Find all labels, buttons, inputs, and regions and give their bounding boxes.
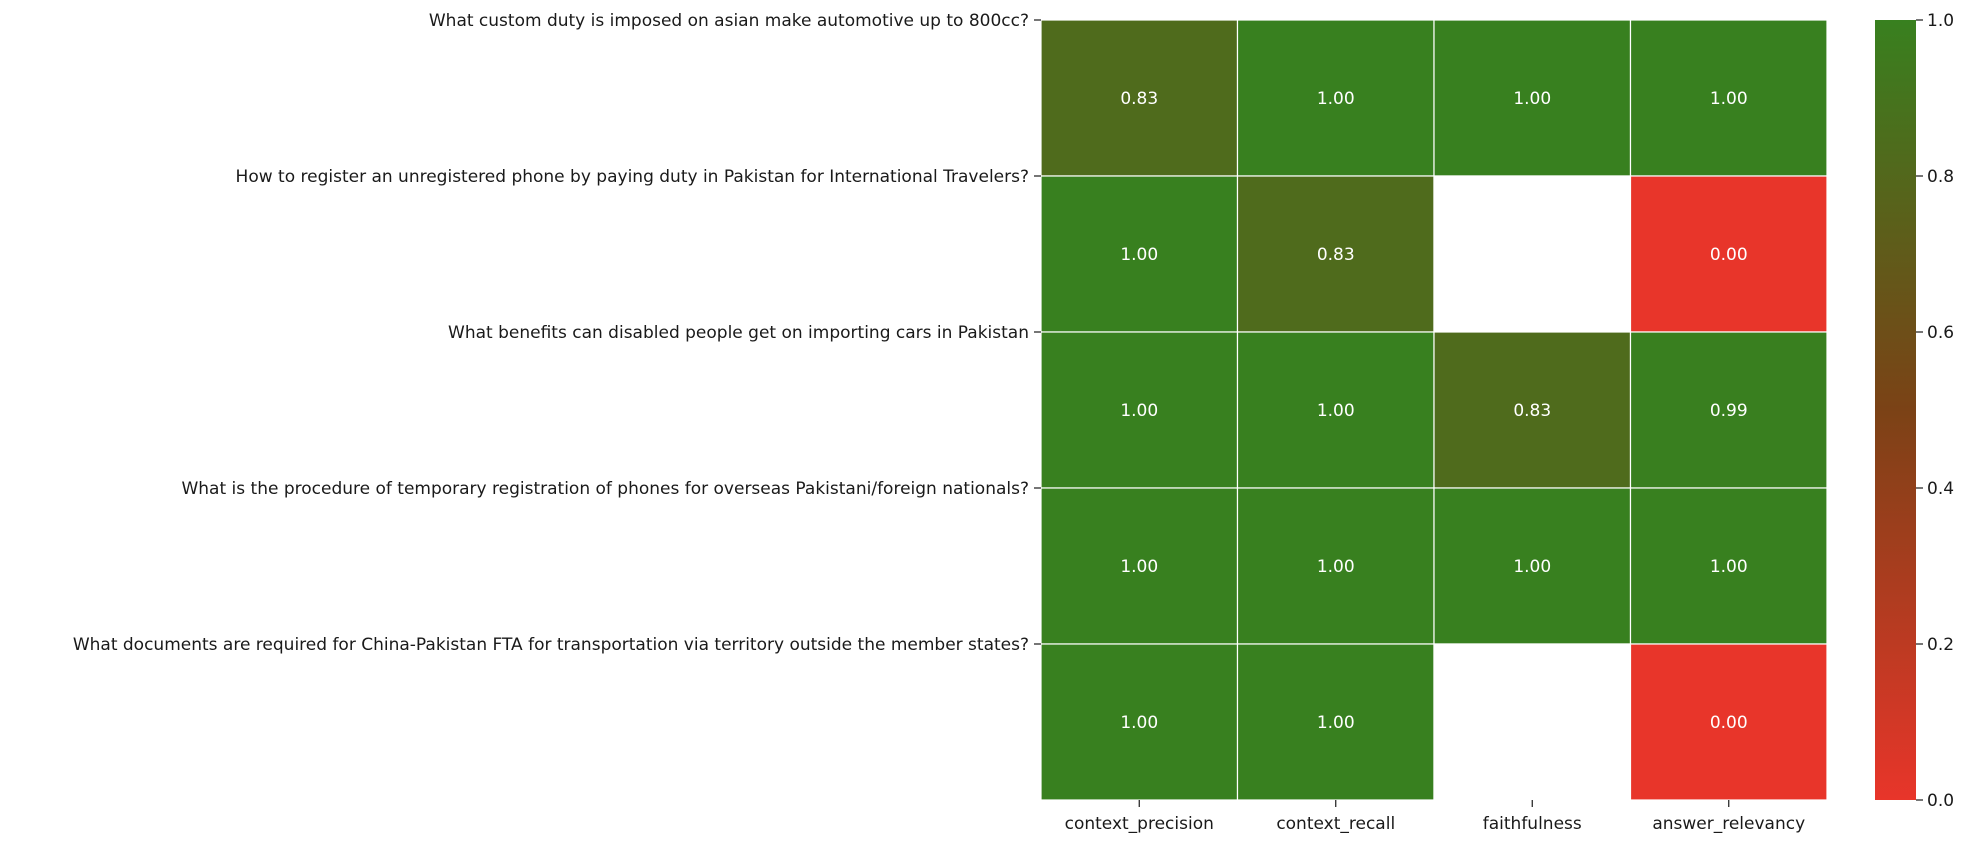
cell-value-label: 1.00 (1317, 713, 1355, 733)
cell-value-label: 1.00 (1710, 557, 1748, 577)
row-label: What custom duty is imposed on asian mak… (429, 11, 1029, 31)
heatmap-cell (1433, 331, 1632, 489)
cell-value-label: 1.00 (1120, 401, 1158, 421)
cell-value-label: 1.00 (1120, 557, 1158, 577)
colorbar-tick-label: 1.0 (1927, 11, 1954, 31)
cell-value-label: 1.00 (1317, 89, 1355, 109)
colorbar-tick-label: 0.8 (1927, 167, 1954, 187)
cell-value-label: 0.83 (1513, 401, 1551, 421)
row-label: What benefits can disabled people get on… (448, 323, 1029, 343)
colorbar-ticks: 0.0 0.2 0.4 0.6 0.8 1.0 (1916, 11, 1954, 811)
colorbar-tick-label: 0.0 (1927, 791, 1954, 811)
heatmap-cell (1433, 643, 1632, 801)
heatmap-cells: 0.83 1.00 1.00 1.00 1.00 0.83 0.00 1.00 1.00 0.83… (1040, 19, 1828, 801)
heatmap-cell (1236, 19, 1435, 177)
heatmap-cell (1040, 175, 1239, 333)
row-label: What is the procedure of temporary regis… (181, 479, 1029, 499)
cell-value-label: 1.00 (1710, 89, 1748, 109)
heatmap-cell (1040, 487, 1239, 645)
heatmap-cell (1629, 19, 1828, 177)
cell-value-label: 0.00 (1710, 245, 1748, 265)
heatmap-cell (1629, 331, 1828, 489)
cell-value-label: 0.00 (1710, 713, 1748, 733)
cell-value-label: 1.00 (1317, 401, 1355, 421)
cell-value-label: 1.00 (1120, 245, 1158, 265)
heatmap-cell (1433, 19, 1632, 177)
cell-value-label: 1.00 (1513, 89, 1551, 109)
heatmap-cell (1433, 175, 1632, 333)
column-label: context_precision (1065, 814, 1214, 834)
column-label: context_recall (1276, 814, 1395, 834)
heatmap-cell (1236, 487, 1435, 645)
colorbar (1875, 20, 1916, 800)
cell-value-label: 0.99 (1710, 401, 1748, 421)
column-labels: context_precision context_recall faithfuln… (1065, 800, 1805, 834)
column-label: faithfulness (1483, 814, 1582, 834)
heatmap-cell (1236, 175, 1435, 333)
row-label: What documents are required for China-Pa… (73, 635, 1029, 655)
colorbar-tick-label: 0.2 (1927, 635, 1954, 655)
colorbar-tick-label: 0.4 (1927, 479, 1954, 499)
colorbar-tick-label: 0.6 (1927, 323, 1954, 343)
cell-value-label: 0.83 (1317, 245, 1355, 265)
heatmap-cell (1040, 331, 1239, 489)
heatmap-cell (1040, 643, 1239, 801)
row-label: How to register an unregistered phone by… (236, 167, 1029, 187)
cell-value-label: 0.83 (1120, 89, 1158, 109)
cell-value-label: 1.00 (1317, 557, 1355, 577)
heatmap-cell (1629, 487, 1828, 645)
column-label: answer_relevancy (1652, 814, 1805, 834)
cell-value-label: 1.00 (1120, 713, 1158, 733)
heatmap-cell (1629, 175, 1828, 333)
heatmap-cell (1629, 643, 1828, 801)
cell-value-label: 1.00 (1513, 557, 1551, 577)
row-labels: What custom duty is imposed on asian mak… (73, 11, 1041, 655)
heatmap-cell (1040, 19, 1239, 177)
heatmap-cell (1433, 487, 1632, 645)
heatmap-cell (1236, 643, 1435, 801)
